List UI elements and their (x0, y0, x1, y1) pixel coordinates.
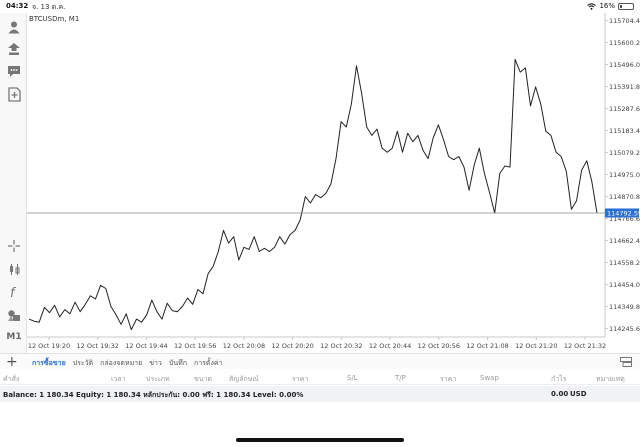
price-tick-label: 115079.20 (609, 149, 640, 157)
left-toolbar: f M1 (0, 13, 27, 353)
price-tick-label: 114662.40 (609, 237, 640, 245)
wifi-icon (587, 2, 597, 10)
col-profit[interactable]: กำไร (551, 375, 567, 383)
signal-icon[interactable] (4, 39, 24, 59)
status-date: จ. 13 ต.ค. (32, 3, 66, 11)
time-tick-label: 12 Oct 19:20 (28, 342, 70, 350)
col-symbol[interactable]: สัญลักษณ์ (229, 375, 259, 383)
col-volume[interactable]: ขนาด (194, 375, 213, 383)
time-tick-label: 12 Oct 20:56 (418, 342, 460, 350)
price-tick-label: 114766.60 (609, 215, 640, 223)
battery-percent: 16% (599, 2, 615, 10)
chart-area[interactable]: 115704.40 115600.20 115496.00 115391.80 1152… (27, 13, 640, 353)
panel-toggle-icon[interactable] (620, 357, 632, 367)
add-plus-icon[interactable]: + (6, 354, 18, 370)
col-time[interactable]: เวลา (111, 375, 126, 383)
time-tick-label: 12 Oct 21:32 (564, 342, 606, 350)
objects-icon[interactable] (4, 305, 24, 325)
time-tick-label: 12 Oct 19:56 (174, 342, 216, 350)
price-tick-label: 115600.20 (609, 39, 640, 47)
status-bar: 04:32 จ. 13 ต.ค. 16% (0, 0, 640, 13)
plot-background (27, 13, 605, 353)
account-currency: USD (570, 390, 587, 398)
time-tick-label: 12 Oct 19:32 (77, 342, 119, 350)
tab-mailbox[interactable]: กล่องจดหมาย (100, 359, 143, 367)
price-tick-label: 114349.80 (609, 303, 640, 311)
price-chart[interactable]: 115704.40 115600.20 115496.00 115391.80 1152… (27, 13, 640, 353)
col-swap[interactable]: Swap (480, 374, 499, 382)
chart-type-icon[interactable] (4, 259, 24, 279)
time-tick-label: 12 Oct 20:44 (369, 342, 411, 350)
current-price-tag (605, 208, 639, 218)
status-time: 04:32 (6, 2, 29, 10)
time-tick-label: 12 Oct 20:20 (271, 342, 313, 350)
price-tick-label: 115287.60 (609, 105, 640, 113)
price-tick-label: 114558.20 (609, 259, 640, 267)
new-order-icon[interactable] (4, 84, 24, 104)
col-type[interactable]: ประเภท (146, 375, 170, 383)
price-tick-label: 115391.80 (609, 83, 640, 91)
price-series-line (28, 58, 598, 331)
total-profit: 0.00 (551, 390, 569, 398)
status-right: 16% (587, 2, 634, 10)
chart-symbol-label: BTCUSDm, M1 (29, 15, 80, 23)
terminal-tabs: การซื้อขาย ประวัติ กล่องจดหมาย ข่าว บันท… (32, 358, 222, 369)
tab-settings[interactable]: การตั้งค่า (193, 359, 223, 367)
balance-summary: Balance: 1 180.34 Equity: 1 180.34 หลักป… (3, 391, 304, 399)
price-tick-label: 115704.40 (609, 17, 640, 25)
chat-icon[interactable] (4, 61, 24, 81)
svg-text:f: f (10, 286, 17, 299)
time-tick-label: 12 Oct 21:08 (466, 342, 508, 350)
time-tick-label: 12 Oct 20:08 (223, 342, 265, 350)
price-tick-label: 114245.60 (609, 325, 640, 333)
time-tick-label: 12 Oct 19:44 (125, 342, 167, 350)
price-tick-label: 114975.00 (609, 171, 640, 179)
tab-history[interactable]: ประวัติ (72, 359, 94, 367)
terminal-tab-bar: + การซื้อขาย ประวัติ กล่องจดหมาย ข่าว บั… (0, 353, 640, 370)
col-take-profit[interactable]: T/P (395, 374, 406, 382)
timeframe-m1-button[interactable]: M1 (6, 332, 22, 342)
battery-icon (618, 2, 634, 10)
account-icon[interactable] (4, 17, 24, 37)
balance-row: Balance: 1 180.34 Equity: 1 180.34 หลักป… (0, 386, 640, 402)
col-stop-loss[interactable]: S/L (347, 374, 358, 382)
tab-news[interactable]: ข่าว (149, 359, 162, 367)
time-tick-label: 12 Oct 21:20 (515, 342, 557, 350)
price-tick-label: 114870.80 (609, 193, 640, 201)
tab-trade[interactable]: การซื้อขาย (32, 359, 66, 367)
trade-column-headers: คำสั่ง เวลา ประเภท ขนาด สัญลักษณ์ ราคา S… (0, 370, 640, 385)
home-indicator (236, 438, 404, 442)
col-order[interactable]: คำสั่ง (3, 375, 20, 383)
crosshair-icon[interactable] (4, 236, 24, 256)
price-tick-label: 114454.00 (609, 281, 640, 289)
current-price-label: 114792.59 (607, 209, 640, 217)
col-open-price[interactable]: ราคา (292, 375, 309, 383)
col-comment[interactable]: หมายเหตุ (596, 375, 625, 383)
time-tick-label: 12 Oct 20:32 (320, 342, 362, 350)
price-tick-label: 115496.00 (609, 61, 640, 69)
col-current-price[interactable]: ราคา (440, 375, 457, 383)
indicators-icon[interactable]: f (4, 282, 24, 302)
price-tick-label: 115183.40 (609, 127, 640, 135)
tab-journal[interactable]: บันทึก (168, 359, 187, 367)
